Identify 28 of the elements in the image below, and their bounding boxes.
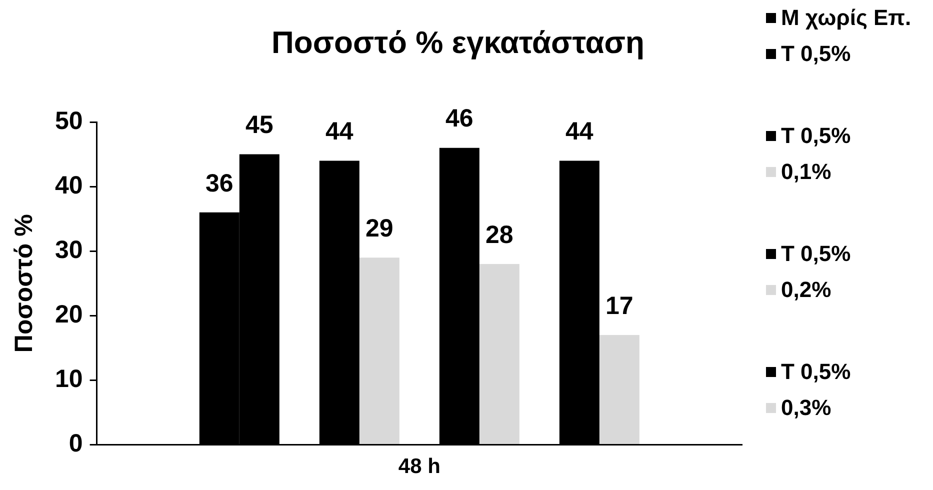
data-label: 45 — [245, 111, 274, 140]
bar — [359, 258, 400, 444]
legend-label: 0,1% — [781, 159, 832, 185]
legend-label: Τ 0,5% — [781, 241, 851, 267]
y-tick-label: 20 — [54, 300, 83, 329]
legend-label: 0,2% — [781, 277, 832, 303]
data-label: 44 — [566, 118, 594, 146]
y-axis-title: Ποσοστό % — [10, 214, 38, 353]
legend-label: Τ 0,5% — [781, 359, 851, 385]
legend-label: 0,3% — [781, 395, 832, 421]
chart-title: Ποσοστό % εγκατάσταση — [272, 25, 644, 60]
bar — [479, 264, 520, 444]
data-label: 44 — [325, 118, 354, 146]
y-tick-label: 40 — [54, 171, 83, 200]
legend-label: Τ 0,5% — [781, 123, 851, 149]
y-tick-label: 50 — [54, 106, 83, 135]
bar — [599, 335, 640, 444]
legend-label: Τ 0,5% — [781, 41, 851, 67]
y-tick-label: 30 — [54, 236, 83, 264]
legend-label: Μ χωρίς Επ. — [781, 5, 912, 31]
y-tick-label: 0 — [68, 430, 83, 458]
data-label: 36 — [205, 169, 234, 198]
y-tick-label: 10 — [54, 365, 83, 394]
data-label: 29 — [365, 214, 394, 242]
data-label: 17 — [606, 292, 634, 320]
data-label: 46 — [446, 104, 474, 133]
data-label: 28 — [486, 220, 514, 249]
x-tick-label: 48 h — [398, 455, 440, 478]
